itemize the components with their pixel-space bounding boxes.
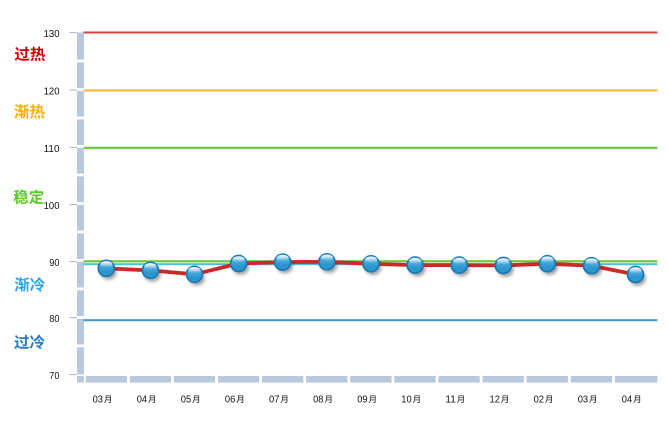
svg-text:130: 130 [44, 29, 60, 40]
svg-text:09: 09 [357, 395, 368, 406]
svg-text:12: 12 [490, 395, 501, 406]
svg-text:08: 08 [313, 395, 324, 406]
svg-text:11: 11 [445, 395, 456, 406]
svg-text:02: 02 [534, 395, 545, 406]
svg-text:04: 04 [622, 395, 633, 406]
svg-text:70: 70 [49, 371, 60, 382]
svg-text:10: 10 [401, 395, 412, 406]
svg-text:05: 05 [181, 395, 192, 406]
svg-text:07: 07 [269, 395, 280, 406]
svg-text:80: 80 [49, 314, 60, 325]
svg-text:120: 120 [44, 86, 60, 97]
svg-text:03: 03 [578, 395, 589, 406]
svg-text:100: 100 [44, 201, 60, 212]
svg-text:03: 03 [93, 395, 104, 406]
svg-text:06: 06 [225, 395, 236, 406]
svg-text:90: 90 [49, 258, 60, 269]
svg-text:110: 110 [44, 144, 60, 155]
svg-text:04: 04 [137, 395, 148, 406]
